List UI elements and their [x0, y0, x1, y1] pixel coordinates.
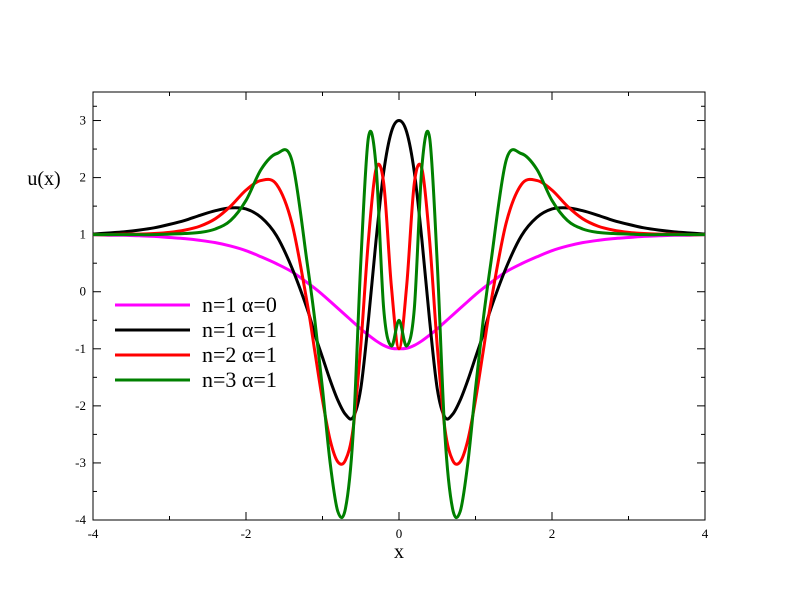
series-line-3 [92, 162, 706, 466]
x-tick-label: -2 [241, 526, 252, 541]
legend-label-2: n=1 α=1 [202, 317, 277, 342]
y-axis-title: u(x) [27, 168, 60, 190]
y-tick-label: 0 [80, 284, 87, 299]
legend-label-1: n=1 α=0 [202, 292, 277, 317]
legend: n=1 α=0n=1 α=1n=2 α=1n=3 α=1 [115, 292, 277, 392]
y-tick-label: -3 [75, 455, 86, 470]
y-tick-label: -1 [75, 341, 86, 356]
legend-label-4: n=3 α=1 [202, 367, 277, 392]
y-tick-label: 3 [80, 113, 87, 128]
y-tick-label: 2 [80, 170, 87, 185]
y-tick-label: 1 [80, 227, 87, 242]
y-tick-label: -4 [75, 512, 86, 527]
legend-label-3: n=2 α=1 [202, 342, 277, 367]
y-tick-label: -2 [75, 398, 86, 413]
x-tick-label: 0 [396, 526, 403, 541]
x-tick-label: 4 [702, 526, 709, 541]
series-line-4 [93, 129, 705, 520]
axis-tick-labels: -4 -2 0 2 4 -4 -3 -2 -1 0 1 2 3 [75, 113, 709, 541]
series-line-2 [92, 119, 706, 421]
x-axis-title: x [394, 541, 404, 563]
series-line-1 [92, 233, 706, 351]
axis-ticks [92, 92, 706, 521]
series-lines [92, 119, 706, 520]
x-tick-label: 2 [549, 526, 556, 541]
x-tick-label: -4 [88, 526, 99, 541]
